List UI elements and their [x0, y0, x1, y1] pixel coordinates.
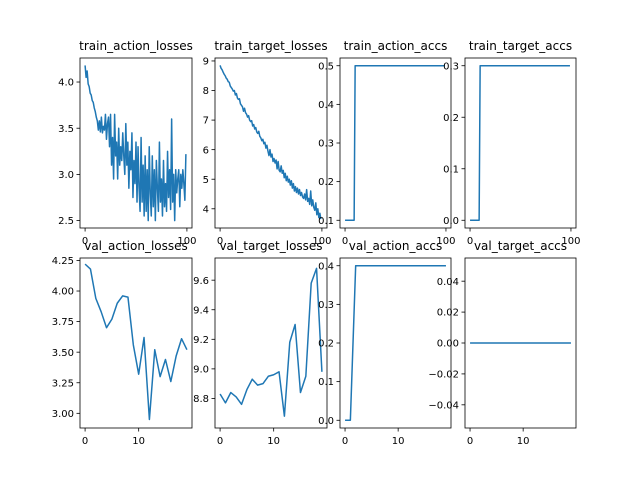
y-tick-label-7-3: 0.02 — [437, 308, 459, 319]
axes-frame-1 — [214, 57, 328, 229]
subplot-title-7: val_target_accs — [474, 239, 567, 253]
y-tick-label-1-4: 8 — [203, 86, 209, 97]
series-line-2-0 — [345, 64, 445, 222]
subplot-7: 0 10 −0.04 −0.02 0.00 0.02 0.04 val_target_accs — [428, 239, 577, 447]
y-tick-label-3-3: 0.3 — [443, 61, 459, 72]
subplot-0: 0 100 2.5 3.0 3.5 4.0 train_action_losses — [58, 39, 196, 247]
y-tick-label-6-2: 0.2 — [318, 339, 334, 350]
x-tick-label-6-1: 10 — [392, 436, 405, 447]
subplot-3: 0 100 0.0 0.1 0.2 0.3 train_target_accs — [443, 39, 580, 247]
x-tick-label-0-0: 0 — [82, 236, 88, 247]
y-tick-label-2-2: 0.3 — [318, 139, 334, 150]
subplot-2: 0 100 0.1 0.2 0.3 0.4 0.5 train_action_accs — [318, 39, 455, 247]
x-tick-label-5-1: 10 — [267, 436, 280, 447]
y-tick-label-4-3: 3.75 — [52, 317, 74, 328]
x-tick-label-1-0: 0 — [217, 236, 223, 247]
axes-frame-3 — [464, 57, 577, 229]
y-tick-label-3-0: 0.0 — [443, 216, 459, 227]
x-tick-label-6-0: 0 — [342, 436, 348, 447]
x-tick-label-7-1: 10 — [517, 436, 530, 447]
series-line-5-0 — [219, 267, 323, 417]
y-tick-label-5-3: 9.4 — [193, 305, 209, 316]
y-tick-label-2-4: 0.5 — [318, 61, 334, 72]
y-tick-label-4-4: 4.00 — [52, 287, 74, 298]
subplot-1: 0 100 4 5 6 7 8 9 train_target_losses — [203, 39, 332, 247]
x-tick-label-3-0: 0 — [467, 236, 473, 247]
x-tick-label-2-1: 100 — [436, 236, 455, 247]
axes-frame-5 — [214, 257, 328, 429]
subplot-title-6: val_action_accs — [349, 239, 443, 253]
y-tick-label-4-1: 3.25 — [52, 378, 74, 389]
x-tick-label-7-0: 0 — [467, 436, 473, 447]
y-tick-label-7-1: −0.02 — [428, 370, 459, 381]
y-tick-label-0-1: 3.0 — [58, 170, 74, 181]
y-tick-label-4-5: 4.25 — [52, 256, 74, 267]
x-tick-label-3-1: 100 — [561, 236, 580, 247]
x-tick-label-2-0: 0 — [342, 236, 348, 247]
y-tick-label-6-1: 0.1 — [318, 377, 334, 388]
x-tick-label-5-0: 0 — [217, 436, 223, 447]
y-tick-label-1-2: 6 — [203, 145, 209, 156]
subplot-title-2: train_action_accs — [344, 39, 448, 53]
y-tick-label-1-5: 9 — [203, 57, 209, 68]
axes-frame-4 — [79, 257, 193, 429]
y-tick-label-3-2: 0.2 — [443, 113, 459, 124]
y-tick-label-6-3: 0.3 — [318, 300, 334, 311]
x-tick-label-0-1: 100 — [177, 236, 196, 247]
series-line-0-0 — [84, 65, 187, 222]
subplot-title-3: train_target_accs — [469, 39, 572, 53]
subplot-5: 0 10 8.8 9.0 9.2 9.4 9.6 val_target_losses — [193, 239, 328, 447]
y-tick-label-6-4: 0.4 — [318, 261, 334, 272]
y-tick-label-1-0: 4 — [203, 204, 209, 215]
x-tick-label-4-1: 10 — [132, 436, 145, 447]
y-tick-label-4-0: 3.00 — [52, 409, 74, 420]
y-tick-label-4-2: 3.50 — [52, 348, 74, 359]
y-tick-label-5-0: 8.8 — [193, 394, 209, 405]
y-tick-label-3-1: 0.1 — [443, 164, 459, 175]
y-tick-label-7-2: 0.00 — [437, 339, 459, 350]
series-line-1-0 — [219, 65, 322, 220]
axes-frame-0 — [79, 57, 193, 229]
subplot-4: 0 10 3.00 3.25 3.50 3.75 4.00 4.25 val_action_lo… — [52, 239, 193, 447]
y-tick-label-2-1: 0.2 — [318, 177, 334, 188]
series-line-3-0 — [470, 64, 570, 222]
subplot-title-1: train_target_losses — [214, 39, 327, 53]
y-tick-label-6-0: 0.0 — [318, 416, 334, 427]
y-tick-label-0-0: 2.5 — [58, 216, 74, 227]
x-tick-label-1-1: 100 — [312, 236, 331, 247]
subplot-6: 0 10 0.0 0.1 0.2 0.3 0.4 val_action_accs — [318, 239, 452, 447]
x-tick-label-4-0: 0 — [82, 436, 88, 447]
y-tick-label-2-3: 0.4 — [318, 100, 334, 111]
y-tick-label-2-0: 0.1 — [318, 216, 334, 227]
y-tick-label-5-2: 9.2 — [193, 335, 209, 346]
series-line-4-0 — [84, 263, 188, 421]
subplot-title-0: train_action_losses — [79, 39, 193, 53]
subplot-title-4: val_action_losses — [84, 239, 188, 253]
y-tick-label-7-4: 0.04 — [437, 277, 459, 288]
subplot-title-5: val_target_losses — [219, 239, 322, 253]
y-tick-label-1-1: 5 — [203, 175, 209, 186]
series-line-6-0 — [345, 264, 446, 422]
y-tick-label-0-2: 3.5 — [58, 124, 74, 135]
y-tick-label-5-4: 9.6 — [193, 276, 209, 287]
y-tick-label-7-0: −0.04 — [428, 400, 459, 411]
y-tick-label-1-3: 7 — [203, 116, 209, 127]
y-tick-label-5-1: 9.0 — [193, 364, 209, 375]
y-tick-label-0-3: 4.0 — [58, 78, 74, 89]
